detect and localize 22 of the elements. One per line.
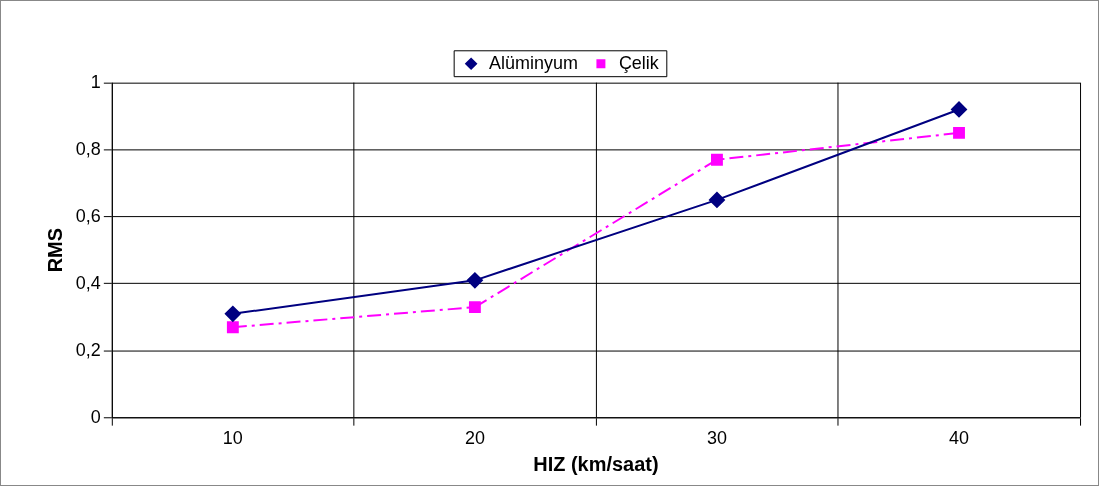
point bbox=[951, 101, 967, 118]
point bbox=[468, 301, 481, 314]
x-tick-label: 20 bbox=[464, 428, 485, 449]
legend-label: Alüminyum bbox=[489, 52, 578, 73]
point bbox=[466, 272, 483, 289]
point bbox=[226, 321, 239, 334]
y-axis-title: RMS bbox=[44, 228, 67, 273]
point bbox=[708, 191, 725, 208]
y-tick-label: 0,8 bbox=[75, 138, 101, 159]
x-axis-title: HIZ (km/saat) bbox=[533, 452, 659, 475]
x-tick-label: 40 bbox=[949, 428, 970, 449]
point bbox=[224, 305, 241, 322]
point bbox=[953, 126, 965, 139]
x-tick-label: 10 bbox=[222, 428, 243, 449]
y-tick-label: 0,6 bbox=[75, 205, 101, 226]
y-tick-label: 1 bbox=[90, 71, 101, 92]
y-tick-label: 0 bbox=[90, 406, 101, 427]
y-tick-label: 0,2 bbox=[75, 339, 101, 360]
y-tick-label: 0,4 bbox=[75, 272, 101, 293]
legend-label: Çelik bbox=[618, 52, 659, 73]
point bbox=[711, 153, 723, 166]
x-tick-label: 30 bbox=[706, 428, 727, 449]
